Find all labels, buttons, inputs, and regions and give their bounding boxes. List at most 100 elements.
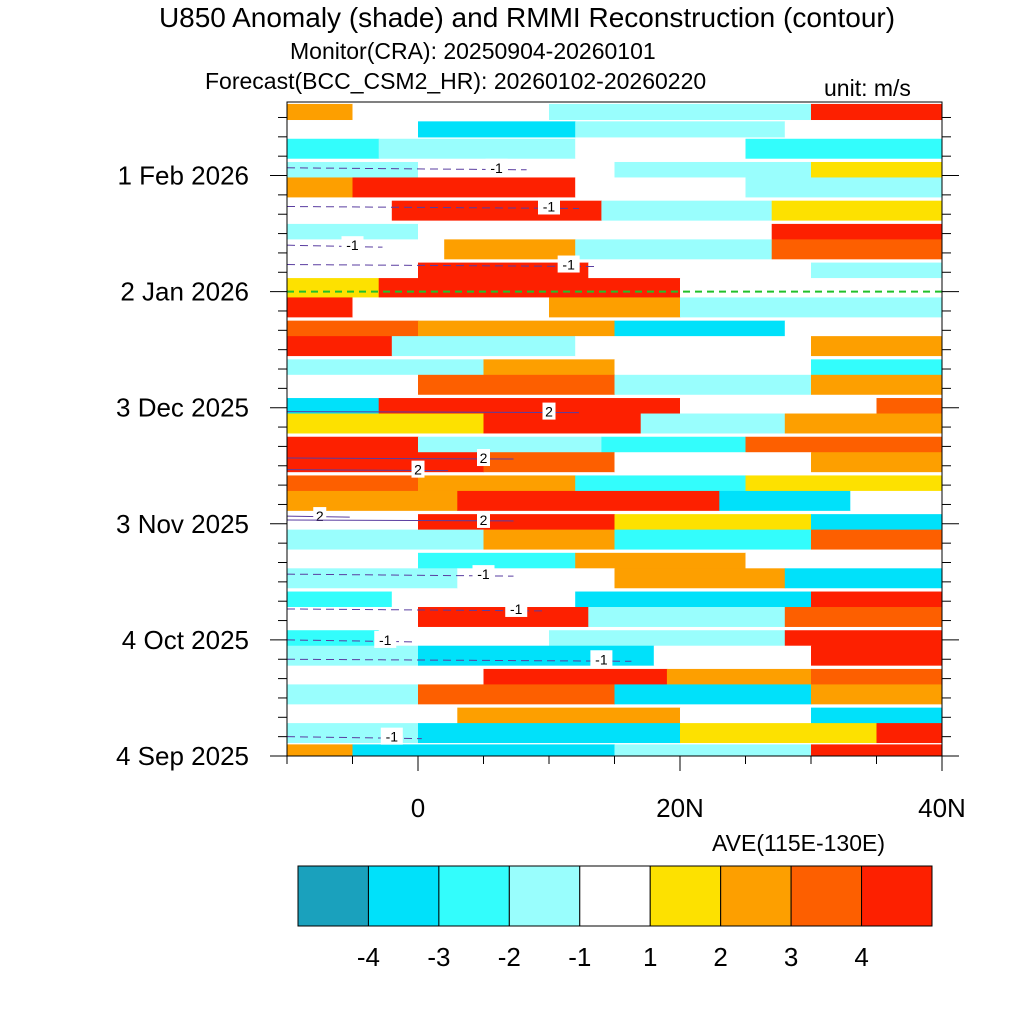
shade-cell-14-0 [287,374,419,395]
contour-label-13: -1 [386,729,399,745]
contour-label-12: -1 [595,651,608,667]
shade-cell-19-0 [287,475,419,492]
colorbar-label-5: 2 [713,942,727,972]
shade-cell-18-0 [287,452,485,473]
shade-cell-20-2 [719,490,851,511]
shade-cell-6-1 [418,223,616,240]
shade-cell-20-3 [850,490,942,511]
shade-cell-33-3 [811,744,942,756]
shade-cell-17-2 [601,436,747,453]
shade-cell-4-2 [575,177,747,198]
shade-cell-17-0 [287,436,419,453]
shade-cell-23-3 [745,552,942,569]
y-tick-label-3: 3 Dec 2025 [116,393,249,423]
shade-cell-32-1 [418,723,681,744]
shade-cell-3-1 [418,161,616,179]
colorbar-box-6 [720,865,792,927]
contour-label-11: -1 [379,632,392,648]
shade-cell-12-1 [391,336,576,357]
colorbar-box-8 [861,865,933,927]
shade-cell-21-1 [418,514,616,531]
shade-cell-28-3 [811,645,942,666]
contour-label-box-0 [485,158,508,176]
shade-cell-13-2 [614,359,812,376]
contour-label-box-12 [590,650,613,668]
shade-cell-6-0 [287,223,419,240]
contour-label-2: -1 [346,237,359,253]
shade-cell-9-0 [287,278,380,299]
contour-line-2 [287,244,383,248]
shade-cell-29-0 [287,668,485,686]
contour-line-13 [287,736,422,740]
contour-label-box-8 [477,510,490,528]
monitor-subtitle: Monitor(CRA): 20250904-20260101 [290,38,656,64]
contour-label-5: 2 [480,450,488,466]
contour-label-0: -1 [490,160,503,176]
shade-cell-2-2 [575,138,747,159]
contour-label-box-3 [557,255,580,273]
shade-cell-8-3 [811,262,942,279]
colorbar-box-0 [297,865,369,927]
shade-cell-2-0 [287,138,380,159]
contour-label-box-11 [374,630,397,648]
colorbar-label-3: -1 [568,942,591,972]
shade-cell-28-1 [418,645,655,666]
shade-cell-23-0 [287,552,419,569]
shade-cell-6-3 [771,223,942,240]
shade-cell-22-3 [811,529,942,550]
shade-cell-20-1 [457,490,720,511]
shade-cell-24-0 [287,568,458,589]
y-tick-label-0: 4 Sep 2025 [116,741,249,771]
shade-cell-10-3 [680,297,942,318]
shade-cell-28-2 [653,645,812,666]
x-tick-label-2: 40N [918,793,966,823]
averaging-label: AVE(115E-130E) [712,830,886,856]
x-tick-label-1: 20N [656,793,704,823]
shade-cell-30-2 [614,684,812,705]
shade-cell-12-2 [575,336,812,357]
shade-cell-14-2 [614,374,812,395]
colorbar-box-2 [438,865,510,927]
shade-cell-27-0 [287,630,380,647]
colorbar-label-0: -4 [357,942,380,972]
shade-cell-28-0 [287,645,419,666]
contour-line-10 [287,608,547,612]
colorbar: -4 -3 -2 -1 1 2 3 4 [297,865,933,972]
contour-line-12 [287,658,632,662]
colorbar-label-4: 1 [643,942,657,972]
shade-cell-11-2 [614,320,786,337]
shade-cell-15-3 [876,398,942,415]
shade-cell-33-1 [352,744,616,756]
shade-cell-26-3 [784,607,942,627]
shade-cell-2-3 [745,138,942,159]
shade-cell-3-2 [614,161,812,179]
shade-cell-32-2 [680,723,878,744]
shade-cell-5-0 [287,200,393,221]
y-tick-label-1: 4 Oct 2025 [122,625,249,655]
contour-label-10: -1 [510,601,523,617]
colorbar-label-1: -3 [427,942,450,972]
shade-cell-10-0 [287,297,354,318]
colorbar-box-4 [579,865,651,927]
shade-cell-31-1 [457,707,681,724]
shade-cell-18-2 [614,452,812,473]
contour-label-box-4 [542,402,556,420]
forecast-subtitle: Forecast(BCC_CSM2_HR): 20260102-20260220 [205,68,707,94]
colorbar-box-5 [649,865,722,927]
shade-cell-0-1 [352,103,550,121]
shade-cell-14-1 [418,374,616,395]
shade-cell-17-3 [745,436,942,453]
contour-layer: -1 -1 -1 -1 2 2 2 2 2 -1 -1 -1 -1 -1 [287,158,942,745]
contour-line-1 [287,205,580,209]
shade-cell-1-1 [418,121,576,138]
shade-cell-30-0 [287,684,419,705]
shade-cell-33-2 [614,744,812,756]
shade-cell-25-2 [575,591,812,608]
shade-cell-0-0 [287,103,354,121]
shade-cell-2-1 [378,138,576,159]
y-tick-label-2: 3 Nov 2025 [116,509,249,539]
shade-cell-6-2 [614,223,773,240]
shade-cell-5-2 [601,200,773,221]
shade-cell-22-0 [287,529,485,550]
